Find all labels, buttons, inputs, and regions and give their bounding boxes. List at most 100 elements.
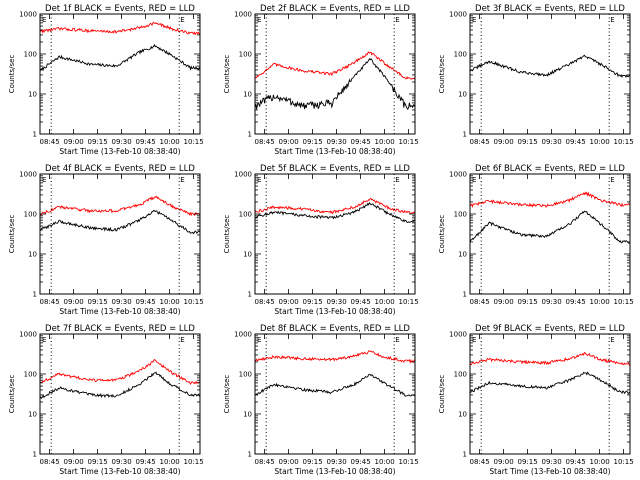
x-tick-label: 09:45	[351, 298, 371, 306]
panel-title: Det 3f BLACK = Events, RED = LLD	[475, 4, 625, 14]
x-tick-label: 09:45	[136, 138, 156, 146]
corner-label: E	[180, 16, 184, 24]
y-axis-label: Counts/sec	[223, 375, 231, 414]
x-tick-label: 10:15	[399, 298, 419, 306]
corner-label: E	[257, 16, 261, 24]
x-tick-label: 09:30	[327, 298, 347, 306]
plot-frame	[39, 333, 201, 455]
x-tick-label: 08:45	[40, 458, 60, 466]
plot-frame	[469, 333, 631, 455]
panel-9: Det 9f BLACK = Events, RED = LLD 1 10 100 10…	[438, 324, 634, 476]
x-tick-label: 09:00	[279, 298, 299, 306]
y-axis-label: Counts/sec	[223, 215, 231, 254]
events-series-line	[39, 371, 201, 400]
corner-label: E	[42, 176, 46, 184]
x-tick-label: 09:45	[351, 458, 371, 466]
events-series-line	[39, 43, 201, 72]
y-axis-label: Counts/sec	[8, 375, 16, 414]
y-axis-label: Counts/sec	[438, 215, 446, 254]
y-axis-label: Counts/sec	[8, 215, 16, 254]
plot-frame	[254, 13, 416, 135]
x-tick-label: 08:45	[470, 138, 490, 146]
panel-7: Det 7f BLACK = Events, RED = LLD 1 10 100 10…	[8, 324, 204, 476]
y-tick-label: 1	[248, 291, 252, 299]
corner-label: E	[395, 16, 399, 24]
events-series-line	[469, 210, 631, 244]
x-axis-label: Start Time (13-Feb-10 08:38:40)	[59, 307, 180, 316]
x-tick-label: 10:15	[614, 298, 634, 306]
y-tick-label: 10	[243, 91, 252, 99]
x-tick-label: 10:00	[590, 298, 610, 306]
y-tick-label: 1	[33, 131, 37, 139]
x-tick-label: 08:45	[470, 458, 490, 466]
x-tick-label: 10:00	[160, 298, 180, 306]
x-tick-label: 09:45	[136, 298, 156, 306]
x-tick-label: 09:15	[303, 458, 323, 466]
y-tick-label: 1000	[234, 331, 252, 339]
lld-series-line	[39, 358, 201, 386]
y-tick-label: 1	[463, 131, 467, 139]
panel-title: Det 6f BLACK = Events, RED = LLD	[475, 164, 625, 174]
x-tick-label: 09:00	[64, 138, 84, 146]
panel-title: Det 2f BLACK = Events, RED = LLD	[260, 4, 410, 14]
lld-series-line	[469, 191, 631, 209]
y-tick-label: 1000	[19, 171, 37, 179]
plot-frame	[39, 173, 201, 295]
panel-5: Det 5f BLACK = Events, RED = LLD 1 10 100 10…	[223, 164, 419, 316]
y-axis-label: Counts/sec	[8, 55, 16, 94]
plot-frame	[469, 13, 631, 135]
x-tick-label: 10:00	[160, 138, 180, 146]
x-tick-label: 10:15	[614, 138, 634, 146]
x-tick-label: 08:45	[255, 138, 275, 146]
x-tick-label: 09:00	[279, 458, 299, 466]
panel-2: Det 2f BLACK = Events, RED = LLD 1 10 100 10…	[223, 4, 419, 156]
plot-frame	[254, 333, 416, 455]
x-tick-label: 09:30	[112, 298, 132, 306]
y-tick-label: 1000	[234, 171, 252, 179]
x-tick-label: 10:00	[375, 298, 395, 306]
x-axis-label: Start Time (13-Feb-10 08:38:40)	[274, 147, 395, 156]
corner-label: E	[610, 336, 614, 344]
y-tick-label: 1000	[234, 11, 252, 19]
x-tick-label: 09:30	[542, 298, 562, 306]
lld-series-line	[39, 195, 201, 217]
corner-label: E	[472, 16, 476, 24]
x-axis-label: Start Time (13-Feb-10 08:38:40)	[274, 307, 395, 316]
y-tick-label: 1	[33, 451, 37, 459]
y-axis-label: Counts/sec	[438, 55, 446, 94]
y-tick-label: 10	[28, 251, 37, 259]
x-tick-label: 09:30	[327, 138, 347, 146]
x-tick-label: 09:15	[518, 458, 538, 466]
events-series-line	[469, 371, 631, 395]
x-tick-label: 09:45	[566, 298, 586, 306]
events-series-line	[469, 54, 631, 79]
panel-title: Det 5f BLACK = Events, RED = LLD	[260, 164, 410, 174]
x-tick-label: 09:15	[88, 298, 108, 306]
y-tick-label: 1	[463, 451, 467, 459]
x-tick-label: 10:15	[184, 298, 204, 306]
events-series-line	[254, 374, 416, 397]
x-tick-label: 09:30	[327, 458, 347, 466]
x-tick-label: 09:00	[64, 458, 84, 466]
y-tick-label: 1000	[449, 331, 467, 339]
lld-series-line	[254, 51, 416, 80]
events-series-line	[39, 210, 201, 235]
x-tick-label: 09:45	[136, 458, 156, 466]
y-tick-label: 100	[239, 211, 252, 219]
y-tick-label: 100	[24, 211, 37, 219]
x-tick-label: 09:15	[518, 298, 538, 306]
panel-6: Det 6f BLACK = Events, RED = LLD 1 10 100 10…	[438, 164, 634, 306]
y-tick-label: 10	[28, 411, 37, 419]
plot-frame	[39, 13, 201, 135]
x-tick-label: 09:00	[494, 138, 514, 146]
lld-series-line	[39, 21, 201, 36]
y-tick-label: 100	[454, 51, 467, 59]
y-tick-label: 100	[454, 371, 467, 379]
x-tick-label: 09:15	[88, 138, 108, 146]
x-tick-label: 08:45	[255, 458, 275, 466]
events-series-line	[254, 201, 416, 223]
x-tick-label: 08:45	[40, 298, 60, 306]
lld-series-line	[469, 352, 631, 366]
corner-label: E	[257, 176, 261, 184]
x-tick-label: 09:15	[518, 138, 538, 146]
